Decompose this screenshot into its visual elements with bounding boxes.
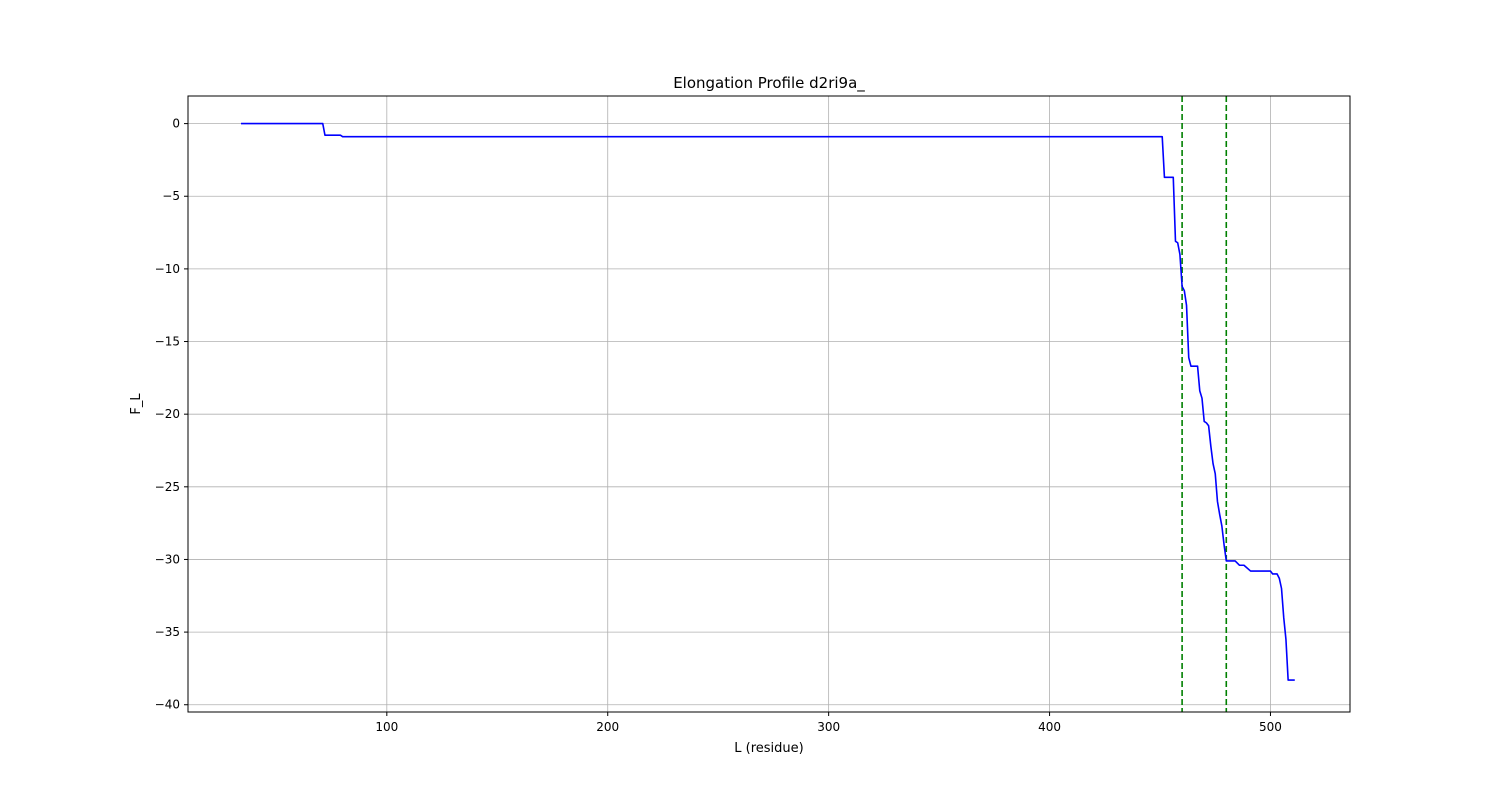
y-tick-label: −5 xyxy=(162,189,180,203)
y-tick-label: −30 xyxy=(155,552,180,566)
marker-lines xyxy=(1181,96,1228,712)
x-tick-label: 500 xyxy=(1259,720,1282,734)
y-axis-label: F_L xyxy=(129,393,144,415)
x-tick-label: 100 xyxy=(375,720,398,734)
y-tick-label: −15 xyxy=(155,335,180,349)
x-tick-label: 400 xyxy=(1038,720,1061,734)
data-layer xyxy=(241,122,1295,681)
axis-ticks: 100 200 300 400 500 0 −5 −10 −15 −20 −25 −30 −35 −40 xyxy=(155,117,1282,734)
grid-lines xyxy=(188,96,1350,712)
x-tick-label: 300 xyxy=(817,720,840,734)
y-tick-label: −35 xyxy=(155,625,180,639)
x-tick-label: 200 xyxy=(596,720,619,734)
y-tick-label: −25 xyxy=(155,480,180,494)
y-tick-label: −40 xyxy=(155,698,180,712)
chart-title: Elongation Profile d2ri9a_ xyxy=(673,74,865,93)
y-tick-label: 0 xyxy=(172,117,180,131)
y-tick-label: −20 xyxy=(155,407,180,421)
x-axis-label: L (residue) xyxy=(734,741,803,756)
elongation-profile-line xyxy=(241,122,1295,681)
plot-frame xyxy=(187,95,1351,713)
y-tick-label: −10 xyxy=(155,262,180,276)
